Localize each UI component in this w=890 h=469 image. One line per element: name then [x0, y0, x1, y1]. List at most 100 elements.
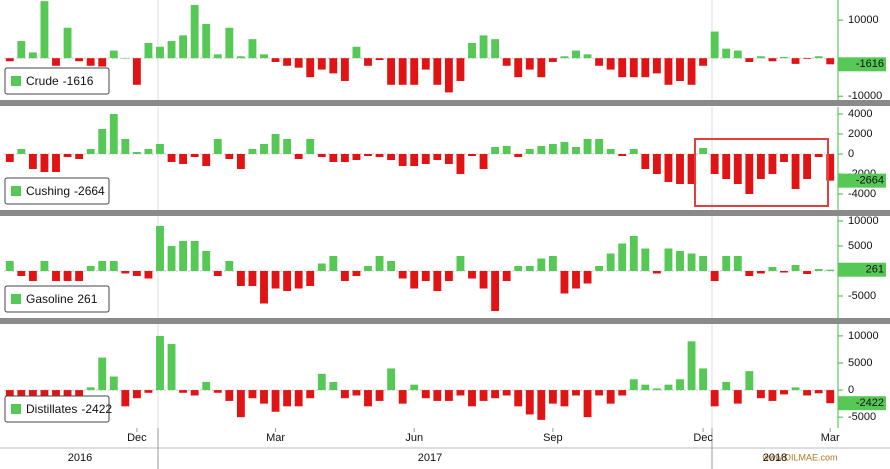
bar — [745, 154, 754, 194]
bar — [5, 261, 14, 271]
bar — [28, 154, 37, 169]
bar — [433, 390, 442, 401]
bar — [514, 58, 523, 78]
watermark: www.OILMAE.com — [761, 452, 837, 462]
bar — [179, 154, 188, 164]
bar — [340, 271, 349, 281]
bar — [791, 387, 800, 391]
bar — [248, 39, 257, 59]
legend-box — [4, 177, 110, 205]
bar — [236, 154, 245, 169]
bar — [156, 46, 164, 59]
bar — [352, 390, 361, 396]
panel-separator — [0, 318, 890, 324]
bar — [364, 58, 372, 66]
legend-name: Cushing — [26, 184, 70, 198]
bar — [572, 147, 580, 154]
bar — [780, 390, 788, 395]
bar — [572, 271, 580, 289]
x-tick-label: Mar — [266, 432, 285, 444]
bar — [491, 39, 500, 59]
bar — [317, 373, 326, 391]
bar — [791, 154, 800, 189]
bar — [502, 271, 511, 281]
bar — [803, 58, 812, 59]
bar — [826, 154, 835, 181]
bar — [479, 35, 488, 59]
x-tick-label: Dec — [693, 432, 713, 444]
bar — [826, 58, 835, 65]
bar — [687, 253, 696, 271]
bar — [144, 271, 153, 279]
bar — [364, 390, 372, 407]
bar — [387, 261, 396, 271]
panel-separator — [0, 210, 890, 216]
bar — [502, 58, 511, 66]
bar — [421, 390, 430, 399]
bar — [664, 58, 673, 85]
bar — [745, 371, 754, 391]
bar — [5, 154, 14, 162]
bar — [329, 256, 338, 271]
last-value-label: 261 — [866, 264, 884, 276]
x-tick-label: Mar — [821, 432, 840, 444]
x-tick-label: Sep — [543, 432, 563, 444]
bar — [213, 139, 222, 154]
bar — [132, 58, 141, 85]
bar — [652, 58, 661, 74]
bar — [722, 154, 731, 179]
bar — [491, 271, 500, 311]
bar — [317, 58, 326, 70]
bar — [537, 258, 546, 271]
bar — [17, 149, 26, 154]
legend-text: Cushing -2664 — [26, 184, 105, 198]
bar — [63, 27, 72, 59]
bar — [306, 58, 315, 78]
bar — [167, 41, 176, 59]
bar — [710, 390, 719, 407]
bar — [40, 261, 49, 271]
bar — [225, 154, 234, 159]
bar — [525, 390, 534, 415]
bar — [121, 139, 130, 154]
bar — [375, 154, 384, 157]
bar — [190, 4, 199, 59]
bar — [340, 390, 349, 399]
bar — [629, 379, 638, 391]
bar — [595, 266, 604, 271]
bar — [86, 266, 95, 271]
bar — [109, 376, 118, 391]
bar — [745, 58, 754, 62]
bar — [86, 58, 95, 66]
bar — [583, 271, 592, 284]
bar — [167, 154, 176, 162]
bar — [294, 154, 303, 159]
bar — [814, 154, 823, 157]
bar — [756, 56, 765, 59]
y-tick-label: -10000 — [848, 90, 882, 102]
bar — [814, 390, 823, 394]
bar — [271, 390, 280, 412]
y-tick-label: 10000 — [848, 14, 879, 26]
y-tick-label: 0 — [848, 384, 854, 396]
bar — [537, 58, 546, 78]
bar — [444, 390, 453, 401]
bar — [28, 271, 37, 281]
bar — [410, 58, 419, 85]
bar — [583, 54, 592, 59]
bar — [144, 42, 153, 59]
bar — [398, 154, 407, 166]
bar — [40, 154, 49, 172]
bar — [236, 271, 245, 286]
bar — [699, 58, 708, 66]
bar — [733, 50, 742, 59]
bar — [768, 390, 777, 401]
bar — [560, 142, 569, 154]
bar — [40, 1, 49, 59]
bar — [121, 390, 130, 407]
bar — [456, 390, 465, 396]
bar — [814, 56, 823, 59]
bar — [618, 390, 627, 396]
bar — [202, 23, 211, 59]
